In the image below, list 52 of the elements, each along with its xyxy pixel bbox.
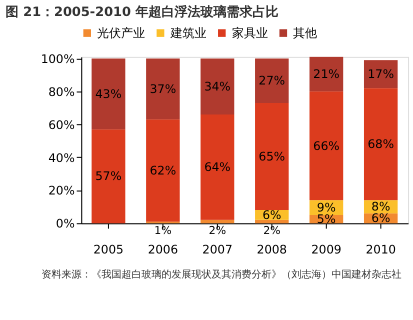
bar xyxy=(146,58,180,120)
bar xyxy=(200,58,234,114)
legend-label: 家具业 xyxy=(232,26,268,40)
x-tick-label: 2007 xyxy=(202,242,233,256)
y-tick-label: 60% xyxy=(48,118,75,132)
data-label: 6% xyxy=(262,208,282,222)
bar xyxy=(92,58,126,130)
x-tick-label: 2005 xyxy=(93,242,124,256)
data-label: 34% xyxy=(204,79,231,94)
x-tick-label: 2008 xyxy=(256,242,287,256)
data-label: 66% xyxy=(313,138,340,153)
bar xyxy=(255,220,289,224)
y-tick-label: 0% xyxy=(56,216,75,231)
bar xyxy=(92,129,126,224)
data-label: 8% xyxy=(371,200,390,214)
data-label: 1% xyxy=(154,224,172,238)
legend-label: 光伏产业 xyxy=(97,26,146,40)
y-tick-label: 80% xyxy=(48,84,75,99)
bar xyxy=(310,56,344,92)
data-label: 37% xyxy=(150,82,176,96)
data-label: 64% xyxy=(204,160,231,174)
data-label: 62% xyxy=(150,163,176,178)
y-tick-label: 100% xyxy=(40,52,75,66)
data-label: 68% xyxy=(368,137,394,152)
data-label: 65% xyxy=(258,149,286,164)
data-label: 6% xyxy=(371,211,390,226)
bar xyxy=(255,102,289,210)
bar xyxy=(364,88,398,200)
legend-label: 其他 xyxy=(293,26,318,40)
data-label: 43% xyxy=(95,86,122,101)
data-label: 57% xyxy=(95,169,122,184)
bar xyxy=(146,119,180,222)
data-label: 2% xyxy=(208,224,226,238)
chart-title: 图 21：2005-2010 年超白浮法玻璃需求占比 xyxy=(6,4,278,20)
data-label: 27% xyxy=(258,74,286,88)
x-tick-label: 2010 xyxy=(366,242,396,256)
bar xyxy=(255,58,289,103)
bar xyxy=(310,91,344,200)
x-tick-label: 2009 xyxy=(311,242,342,256)
data-label: 5% xyxy=(316,212,336,226)
y-tick-label: 40% xyxy=(48,150,75,165)
bar xyxy=(200,220,234,224)
text: 资料来源：《我国超白玻璃的发展现状及其消费分析》（刘志海）中国建材杂志社 xyxy=(42,268,402,281)
data-label: 21% xyxy=(313,67,340,82)
bar xyxy=(364,60,398,88)
data-label: 17% xyxy=(368,67,394,82)
bar xyxy=(200,114,234,220)
x-tick-label: 2006 xyxy=(148,242,178,256)
legend-label: 建筑业 xyxy=(169,26,206,40)
data-label: 2% xyxy=(263,224,280,238)
data-label: 9% xyxy=(316,200,336,215)
y-tick-label: 20% xyxy=(48,184,75,198)
